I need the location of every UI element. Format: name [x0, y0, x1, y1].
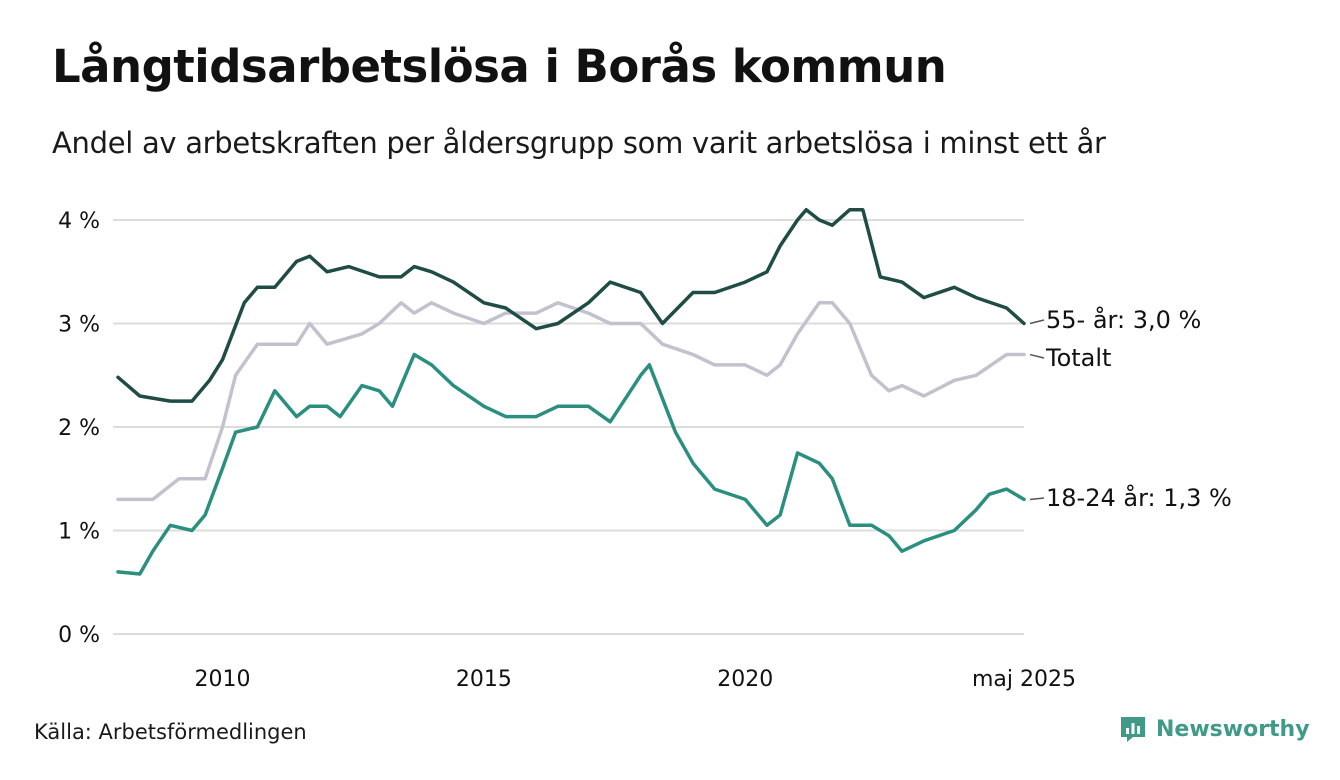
line-chart: 0 % 1 % 2 % 3 % 4 % 2010 2015 2020 maj 2025 Tot…	[58, 207, 1232, 692]
source-note: Källa: Arbetsförmedlingen	[34, 720, 307, 744]
brand-name: Newsworthy	[1156, 716, 1310, 742]
series-end-label: 18-24 år: 1,3 %	[1046, 483, 1232, 512]
x-tick-label: maj 2025	[972, 667, 1076, 692]
y-tick-label: 1 %	[58, 520, 100, 545]
gridlines	[113, 219, 1024, 635]
brand-logo: Newsworthy	[1118, 714, 1310, 744]
series-end-labels: Totalt 55- år: 3,0 % 18-24 år: 1,3 %	[1029, 305, 1232, 512]
x-tick-label: 2010	[195, 667, 251, 692]
label-leader-line	[1029, 497, 1045, 501]
label-leader-line	[1029, 353, 1045, 359]
y-tick-label: 3 %	[58, 313, 100, 338]
chart-subtitle: Andel av arbetskraften per åldersgrupp s…	[52, 126, 1106, 160]
series-line	[116, 207, 1026, 403]
x-axis-ticks: 2010 2015 2020 maj 2025	[195, 667, 1076, 692]
chart-title: Långtidsarbetslösa i Borås kommun	[52, 40, 947, 93]
series-lines	[116, 207, 1026, 576]
x-tick-label: 2015	[456, 667, 512, 692]
series-end-label: 55- år: 3,0 %	[1046, 305, 1201, 334]
y-axis-ticks: 0 % 1 % 2 % 3 % 4 %	[58, 209, 100, 648]
label-leader-line	[1029, 319, 1045, 325]
newsworthy-logo-icon	[1121, 717, 1145, 742]
y-tick-label: 2 %	[58, 416, 100, 441]
series-line	[116, 352, 1026, 576]
x-tick-label: 2020	[717, 667, 773, 692]
series-end-label: Totalt	[1045, 344, 1111, 372]
y-tick-label: 0 %	[58, 623, 100, 648]
series-line	[116, 301, 1026, 502]
y-tick-label: 4 %	[58, 209, 100, 234]
